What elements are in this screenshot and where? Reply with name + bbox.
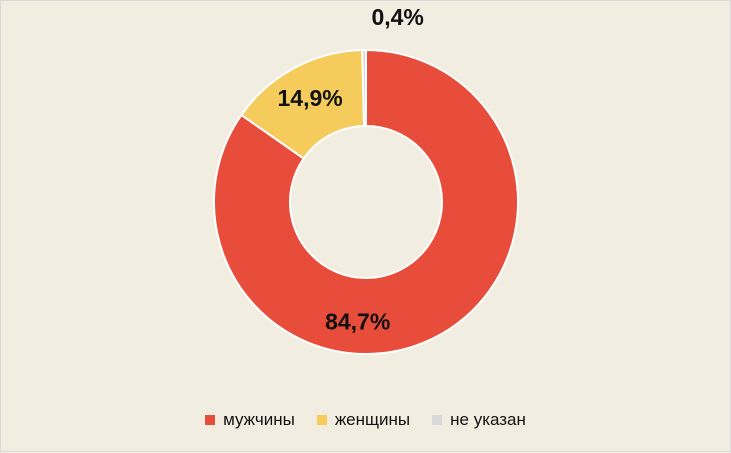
data-label-men: 84,7%	[325, 309, 390, 335]
slice-men	[213, 48, 519, 355]
data-label-unspecified: 0,4%	[371, 4, 423, 30]
legend-label-women: женщины	[334, 410, 411, 429]
legend-swatch-unspecified	[432, 415, 443, 425]
legend-swatch-women	[316, 415, 327, 425]
legend: мужчины женщины не указан	[1, 410, 730, 430]
legend-item-unspecified: не указан	[432, 410, 526, 430]
data-label-women: 14,9%	[278, 85, 343, 111]
legend-swatch-men	[205, 415, 216, 425]
legend-label-men: мужчины	[223, 410, 295, 429]
legend-label-unspecified: не указан	[450, 410, 526, 429]
legend-item-men: мужчины	[205, 410, 295, 430]
slice-unspecified	[361, 48, 367, 128]
legend-item-women: женщины	[316, 410, 411, 430]
